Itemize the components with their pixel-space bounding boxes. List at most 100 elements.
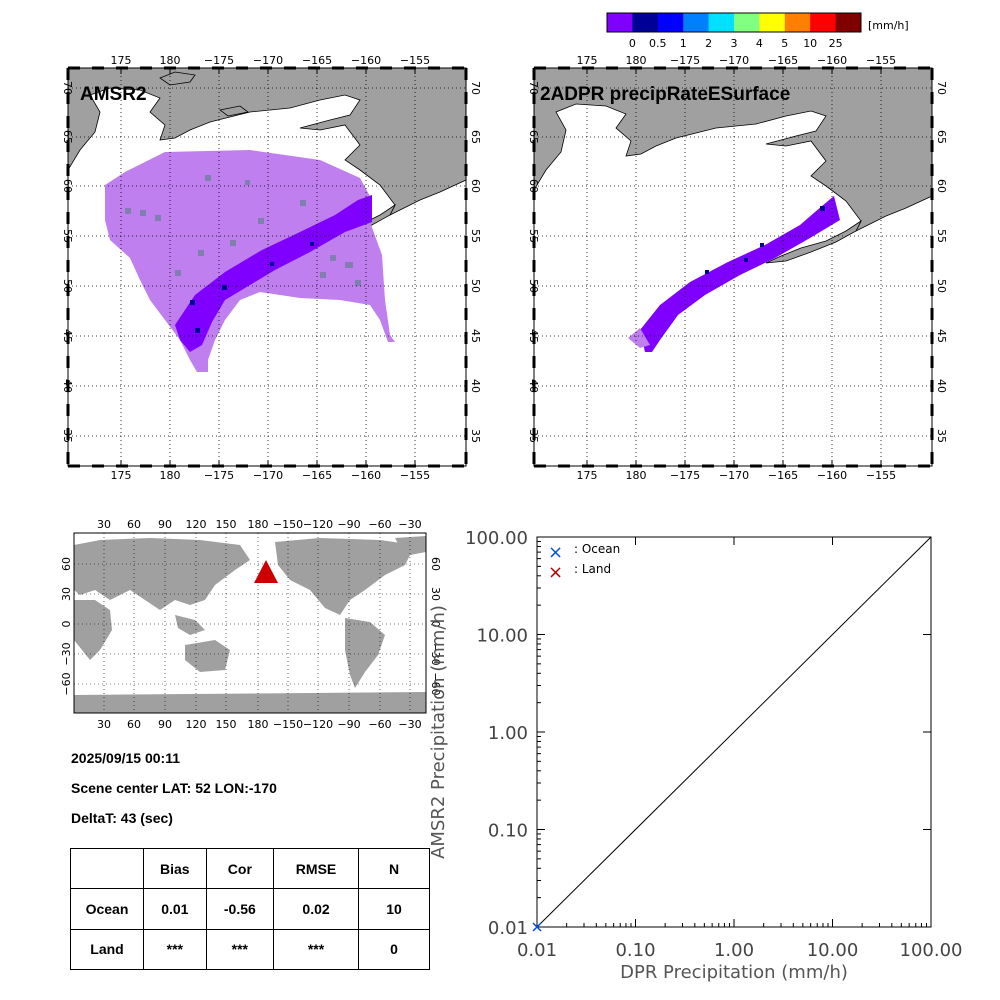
world-tick-bottom: −60 — [368, 718, 391, 731]
lon-tick-bottom: 180 — [160, 469, 181, 482]
lon-tick-bottom: −155 — [400, 469, 430, 482]
land-south-america — [345, 618, 385, 688]
map-title-amsr2: AMSR2 — [80, 84, 147, 105]
lat-tick-right: 35 — [469, 429, 482, 443]
land-southeast-asia — [175, 615, 205, 635]
stats-cell: 10 — [358, 888, 430, 930]
lat-tick-right: 60 — [469, 179, 482, 193]
world-tick-top: 60 — [127, 518, 141, 531]
legend-label: : Land — [574, 562, 611, 576]
lon-tick-top: −175 — [204, 54, 234, 67]
land-greenland — [395, 536, 426, 556]
stats-header-cell — [70, 847, 144, 890]
world-tick-top: −120 — [303, 518, 333, 531]
lon-tick-bottom: −160 — [351, 469, 381, 482]
graticule-world — [74, 533, 426, 713]
stats-cell: Land — [70, 928, 144, 971]
lat-tick-right: 60 — [935, 179, 948, 193]
lat-tick-left: 70 — [61, 81, 74, 95]
lat-tick-left: 70 — [527, 81, 540, 95]
world-tick-top: 30 — [97, 518, 111, 531]
colorbar-label: 3 — [731, 37, 738, 50]
colorbar-label: 0 — [629, 37, 636, 50]
y-tick-label: 0.01 — [488, 918, 528, 939]
world-tick-top: 90 — [158, 518, 172, 531]
world-tick-bottom: 90 — [158, 718, 172, 731]
stats-cell: 0.02 — [273, 888, 359, 930]
lon-tick-bottom: −175 — [670, 469, 700, 482]
colorbar-cell — [784, 13, 811, 32]
x-tick-label: 10.00 — [807, 940, 859, 961]
world-tick-right: −30 — [429, 642, 442, 665]
world-tick-right: 0 — [429, 621, 442, 628]
land-chukotka-east — [159, 71, 196, 86]
legend-label: : Ocean — [574, 542, 620, 556]
world-map: 303060609090120120150150180180−150−150−1… — [60, 518, 442, 731]
stats-cell: 0.01 — [143, 888, 207, 930]
lat-tick-left: 65 — [527, 130, 540, 144]
lon-tick-bottom: −165 — [302, 469, 332, 482]
lon-tick-top: −155 — [400, 54, 430, 67]
lat-tick-right: 50 — [469, 279, 482, 293]
y-tick-label: 10.00 — [476, 626, 528, 647]
lon-tick-bottom: −160 — [817, 469, 847, 482]
world-tick-left: −30 — [60, 642, 73, 665]
lat-tick-right: 40 — [469, 379, 482, 393]
stats-header-cell: Bias — [143, 847, 207, 890]
legend-symbol: × — [548, 562, 563, 583]
x-tick-label: 0.01 — [517, 940, 557, 961]
legend-symbol: × — [548, 542, 563, 563]
land-africa — [74, 600, 112, 660]
colorbar: 0 0.5 1 2 3 4 5 10 25 [mm/h] — [606, 12, 909, 50]
delta-time: DeltaT: 43 (sec) — [71, 810, 173, 826]
stats-cell: Ocean — [70, 888, 144, 930]
y-axis-label: AMSR2 Precipitation (mm/h) — [428, 605, 449, 859]
map-title-dpr: 2ADPR precipRateESurface — [540, 84, 790, 105]
world-tick-bottom: 60 — [127, 718, 141, 731]
world-tick-right: 30 — [429, 587, 442, 601]
colorbar-unit: [mm/h] — [868, 19, 909, 32]
lat-tick-right: 65 — [935, 130, 948, 144]
one-to-one-line — [536, 536, 932, 928]
colorbar-cell — [810, 13, 837, 32]
colorbar-cell — [657, 13, 684, 32]
x-axis-label: DPR Precipitation (mm/h) — [620, 962, 848, 983]
scene-center: Scene center LAT: 52 LON:-170 — [71, 780, 277, 796]
world-tick-top: −150 — [273, 518, 303, 531]
world-tick-bottom: −30 — [398, 718, 421, 731]
precip-light-dpr — [628, 328, 650, 348]
lon-tick-bottom: −170 — [719, 469, 749, 482]
precip-swath-amsr2 — [175, 195, 372, 352]
world-tick-bottom: 150 — [216, 718, 237, 731]
lon-tick-top: −170 — [253, 54, 283, 67]
stats-header-cell: RMSE — [273, 847, 359, 890]
scatter-plot: 0.01 0.10 1.00 10.00 100.00 0.01 0.10 1.00 10.0… — [428, 528, 962, 983]
stats-cell: -0.56 — [205, 888, 275, 930]
colorbar-cell — [835, 13, 862, 32]
world-tick-left: 30 — [60, 587, 73, 601]
lon-tick-top: −155 — [866, 54, 896, 67]
world-tick-right: 60 — [429, 557, 442, 571]
lat-tick-left: 60 — [527, 179, 540, 193]
world-tick-right: −60 — [429, 672, 442, 695]
scene-location-marker — [254, 560, 278, 583]
precip-heavy-cells-r — [705, 206, 825, 274]
colorbar-label: 10 — [803, 37, 817, 50]
land-antarctica — [74, 692, 426, 713]
colorbar-label: 2 — [705, 37, 712, 50]
lat-tick-right: 45 — [469, 329, 482, 343]
world-tick-bottom: −120 — [303, 718, 333, 731]
stats-row-ocean: Ocean 0.01 -0.56 0.02 10 — [70, 888, 430, 930]
world-tick-bottom: 120 — [186, 718, 207, 731]
stats-cell: 0 — [358, 928, 430, 971]
stats-cell: *** — [205, 928, 275, 971]
x-tick-label: 1.00 — [714, 940, 754, 961]
world-tick-bottom: 180 — [248, 718, 269, 731]
lat-tick-left: 65 — [61, 130, 74, 144]
map-dpr: 175 175 180 180 −175 −175 −170 −170 −165 −165 −160… — [527, 54, 948, 482]
colorbar-label: 25 — [829, 37, 843, 50]
stats-row-land: Land *** *** *** 0 — [70, 928, 430, 971]
world-tick-top: −30 — [398, 518, 421, 531]
colorbar-cell — [759, 13, 786, 32]
